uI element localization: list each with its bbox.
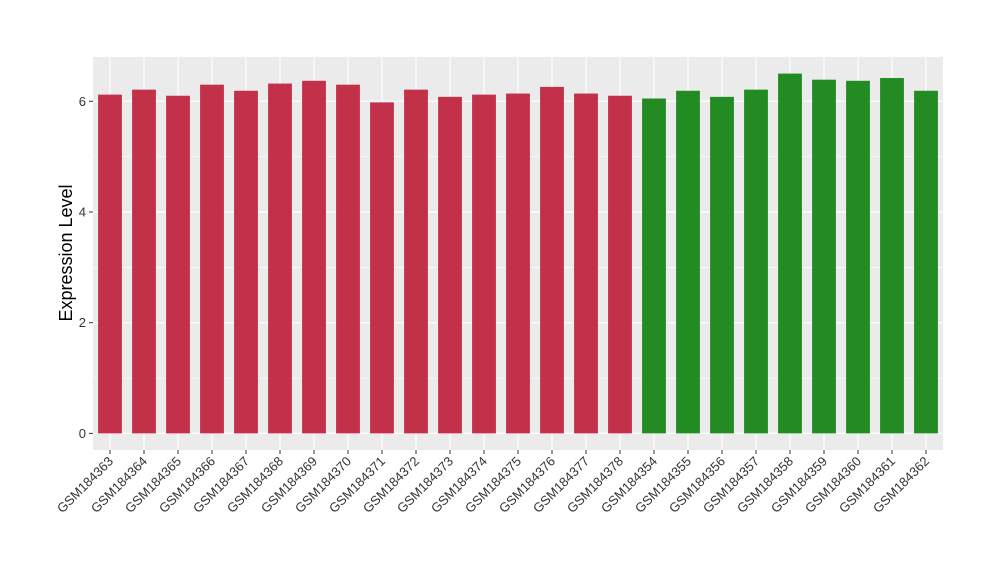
bar-GSM184378 bbox=[608, 95, 632, 434]
y-tick-label: 2 bbox=[79, 315, 86, 330]
y-axis: 0 2 4 6 bbox=[79, 94, 93, 441]
bar-GSM184359 bbox=[812, 79, 836, 434]
bar-GSM184362 bbox=[914, 90, 938, 434]
bar-GSM184373 bbox=[438, 96, 462, 434]
bar-GSM184367 bbox=[234, 90, 258, 434]
bar-GSM184368 bbox=[268, 83, 292, 434]
bar-GSM184363 bbox=[98, 94, 122, 434]
bar-GSM184354 bbox=[642, 98, 666, 434]
x-axis: GSM184363GSM184364GSM184365GSM184366GSM1… bbox=[54, 450, 932, 516]
bar-GSM184365 bbox=[166, 95, 190, 434]
bar-GSM184372 bbox=[404, 89, 428, 434]
y-tick-label: 4 bbox=[79, 204, 86, 219]
bar-GSM184357 bbox=[744, 89, 768, 434]
bar-GSM184355 bbox=[676, 90, 700, 434]
bar-GSM184356 bbox=[710, 96, 734, 434]
y-axis-title: Expression Level bbox=[56, 184, 76, 321]
bar-GSM184358 bbox=[778, 73, 802, 434]
bars-group bbox=[98, 73, 938, 434]
bar-GSM184376 bbox=[540, 86, 564, 434]
bar-GSM184370 bbox=[336, 84, 360, 434]
bar-GSM184364 bbox=[132, 89, 156, 434]
bar-GSM184361 bbox=[880, 78, 904, 434]
bar-GSM184377 bbox=[574, 93, 598, 434]
y-tick-label: 6 bbox=[79, 94, 86, 109]
bar-GSM184374 bbox=[472, 94, 496, 434]
bar-GSM184360 bbox=[846, 80, 870, 434]
bar-GSM184375 bbox=[506, 93, 530, 434]
y-tick-label: 0 bbox=[79, 426, 86, 441]
bar-GSM184369 bbox=[302, 80, 326, 434]
bar-GSM184366 bbox=[200, 84, 224, 434]
bar-GSM184371 bbox=[370, 102, 394, 434]
